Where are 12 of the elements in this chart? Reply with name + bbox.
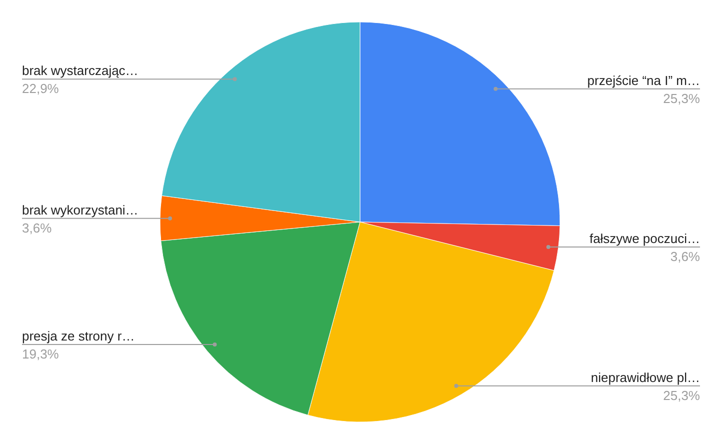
- data-label: 25,3%: [663, 90, 700, 106]
- slice-label: presja ze strony r…: [22, 328, 135, 344]
- data-label: 19,3%: [22, 346, 60, 362]
- data-label: 3,6%: [22, 220, 52, 236]
- slice-label: przejście “na I” m…: [587, 72, 700, 88]
- data-label: 22,9%: [22, 81, 60, 96]
- data-label: 25,3%: [663, 388, 700, 403]
- slice-label: fałszywe poczuci…: [589, 230, 700, 246]
- slice-label: nieprawidłowe pl…: [590, 370, 700, 385]
- slice-label: brak wystarczając…: [22, 63, 138, 78]
- data-label: 3,6%: [670, 248, 700, 264]
- slice-label: brak wykorzystani…: [22, 202, 138, 218]
